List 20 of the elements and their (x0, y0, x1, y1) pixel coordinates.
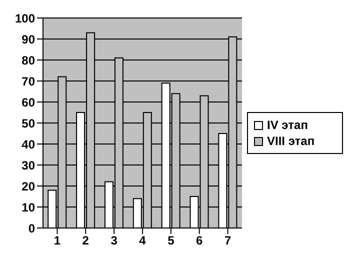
y-tick-label: 90 (22, 32, 36, 46)
y-tick-label: 80 (22, 53, 36, 68)
x-tick-label: 3 (110, 234, 118, 248)
legend-label: VIII этап (267, 133, 315, 149)
legend-label: IV этап (267, 117, 308, 133)
x-tick-label: 2 (82, 234, 90, 248)
y-tick-label: 30 (22, 158, 36, 172)
x-tick-label: 1 (54, 234, 61, 248)
y-tick-label: 60 (22, 95, 36, 110)
y-tick-label: 20 (22, 179, 36, 194)
y-tick-label: 50 (22, 116, 36, 130)
x-tick-label: 6 (196, 234, 204, 248)
x-tick-label: 5 (168, 234, 175, 248)
y-tick-label: 40 (22, 137, 36, 152)
y-tick-label: 70 (22, 74, 36, 88)
x-tick-label: 4 (139, 234, 146, 248)
x-tick-label: 7 (224, 234, 232, 248)
y-tick-label: 100 (14, 11, 36, 26)
y-tick-label: 10 (22, 200, 36, 214)
y-tick-label: 0 (28, 221, 36, 236)
